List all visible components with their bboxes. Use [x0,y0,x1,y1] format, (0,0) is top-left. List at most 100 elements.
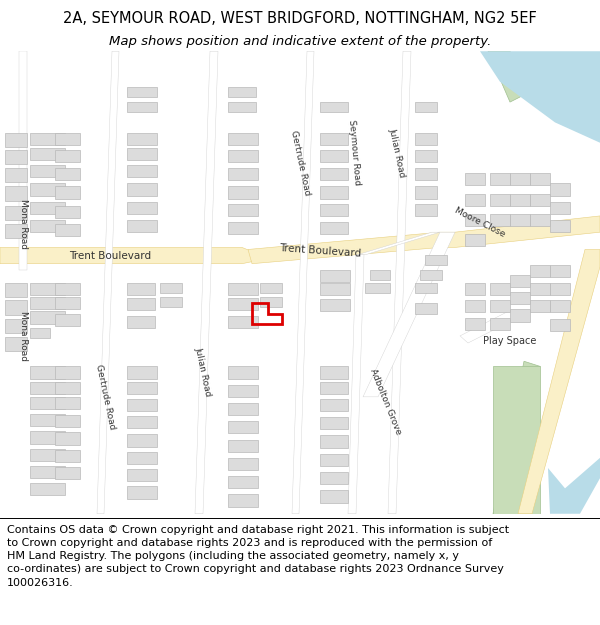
Bar [127,148,157,160]
Bar [5,132,27,147]
Bar [5,150,27,164]
Bar [228,168,258,181]
Bar [415,150,437,162]
Bar [5,206,27,220]
Bar [127,399,157,411]
Bar [30,431,65,444]
Bar [55,168,80,181]
Bar [127,165,157,177]
Bar [5,186,27,201]
Bar [490,318,510,330]
Bar [530,214,550,226]
Bar [127,220,157,232]
Bar [510,194,530,206]
Text: Mona Road: Mona Road [19,199,28,249]
Bar [30,202,65,214]
Bar [30,298,65,309]
Polygon shape [195,51,218,514]
Bar [55,432,80,444]
Bar [160,298,182,308]
Bar [320,102,348,112]
Bar [5,168,27,182]
Bar [260,283,282,293]
Bar [415,303,437,314]
Bar [55,298,80,309]
Bar [530,283,550,295]
Bar [30,220,65,232]
Bar [550,265,570,277]
Bar [465,173,485,186]
Text: Moore Close: Moore Close [453,206,507,239]
Bar [30,132,65,145]
Bar [5,224,27,238]
Bar [550,202,570,214]
Bar [320,283,350,295]
Bar [30,165,65,177]
Bar [228,366,258,379]
Bar [55,132,80,145]
Bar [127,102,157,112]
Polygon shape [518,249,600,514]
Bar [425,254,447,265]
Bar [228,421,258,434]
Bar [55,150,80,162]
Bar [30,311,65,324]
Bar [30,382,65,394]
Bar [228,132,258,145]
Bar [228,298,258,311]
Bar [55,314,80,326]
Bar [228,87,256,97]
Bar [30,148,65,160]
Text: Julian Road: Julian Road [193,346,212,397]
Bar [490,173,510,186]
Text: Trent Boulevard: Trent Boulevard [69,251,151,261]
Bar [55,397,80,409]
Bar [490,194,510,206]
Bar [228,204,258,216]
Bar [5,337,27,351]
Bar [5,283,27,298]
Polygon shape [348,254,364,514]
Bar [320,491,348,502]
Polygon shape [97,51,119,514]
Bar [465,194,485,206]
Bar [228,439,258,452]
Bar [490,214,510,226]
Bar [510,309,530,322]
Bar [320,299,350,311]
Text: Adbolton Grove: Adbolton Grove [368,368,403,436]
Bar [320,382,348,394]
Polygon shape [248,216,600,264]
Bar [550,283,570,295]
Polygon shape [358,232,440,254]
Bar [320,132,348,145]
Polygon shape [480,51,600,142]
Bar [55,224,80,236]
Bar [320,168,348,181]
Bar [127,283,155,295]
Bar [260,298,282,308]
Bar [30,366,65,379]
Bar [415,168,437,181]
Bar [127,132,157,145]
Bar [415,283,437,293]
Bar [55,206,80,218]
Bar [30,283,65,295]
Polygon shape [292,51,314,514]
Bar [510,214,530,226]
Bar [415,132,437,145]
Bar [530,173,550,186]
Bar [510,275,530,287]
Bar [228,102,256,112]
Bar [30,466,65,478]
Polygon shape [388,51,411,514]
Bar [30,483,65,496]
Text: Contains OS data © Crown copyright and database right 2021. This information is : Contains OS data © Crown copyright and d… [7,525,509,588]
Bar [320,150,348,162]
Text: 2A, SEYMOUR ROAD, WEST BRIDGFORD, NOTTINGHAM, NG2 5EF: 2A, SEYMOUR ROAD, WEST BRIDGFORD, NOTTIN… [63,11,537,26]
Bar [530,194,550,206]
Bar [160,283,182,293]
Bar [465,214,485,226]
Bar [55,186,80,199]
Bar [5,319,27,333]
